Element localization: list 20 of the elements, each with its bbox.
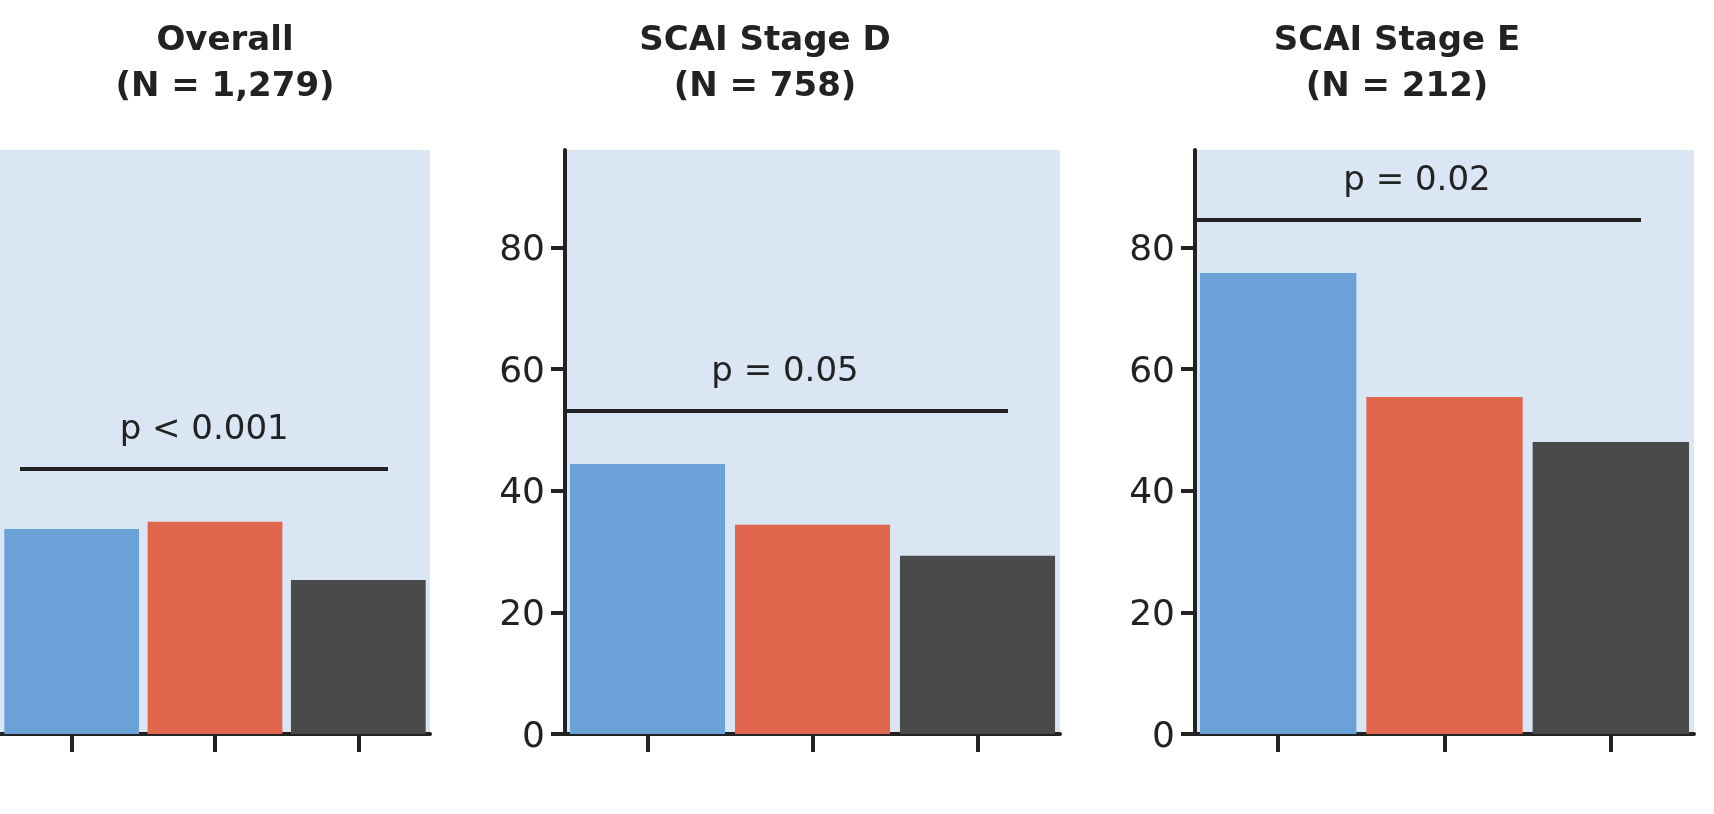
- annotation: p = 0.02: [1342, 157, 1492, 198]
- y-tick-label: 0: [1152, 713, 1175, 755]
- y-tick-label: 80: [1129, 226, 1175, 268]
- bar: [899, 555, 1056, 734]
- y-tick-label: 60: [1129, 348, 1175, 390]
- y-tick-label: 40: [499, 470, 545, 512]
- bar: [734, 524, 891, 734]
- chart-title: Overall (N = 1,279): [115, 18, 335, 104]
- y-tick-label: 60: [499, 348, 545, 390]
- annotation: p < 0.001: [118, 406, 290, 447]
- bar: [1532, 442, 1690, 734]
- chart-title: SCAI Stage D (N = 758): [639, 18, 891, 104]
- chart-title: SCAI Stage E (N = 212): [1273, 18, 1521, 104]
- y-tick-label: 20: [499, 591, 545, 633]
- y-tick-label: 80: [499, 226, 545, 268]
- bar: [1366, 396, 1523, 734]
- y-tick-label: 40: [1129, 470, 1175, 512]
- y-tick-label: 20: [1129, 591, 1175, 633]
- y-tick-label: 0: [522, 713, 545, 755]
- annotation: p = 0.05: [710, 348, 860, 389]
